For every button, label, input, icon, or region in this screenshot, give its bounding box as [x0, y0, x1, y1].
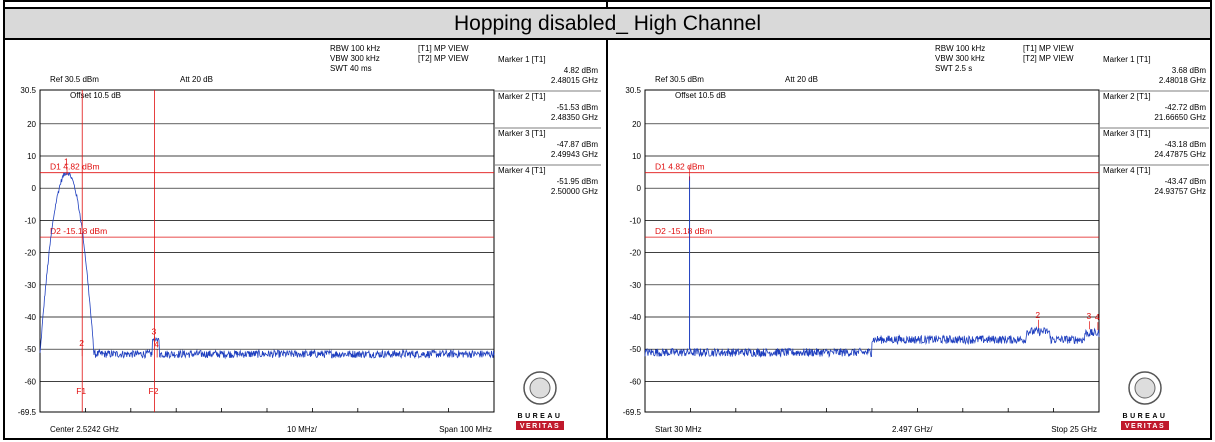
x-left-label: Center 2.5242 GHz	[50, 425, 119, 434]
rbw-label: RBW 100 kHz	[935, 44, 985, 53]
marker-readout-freq: 24.93757 GHz	[1154, 187, 1206, 196]
spectrum-trace	[644, 326, 1100, 359]
y-tick-label: -50	[24, 345, 36, 354]
marker-readout-level: -43.18 dBm	[1165, 140, 1207, 149]
f1-label: F1	[76, 386, 86, 396]
y-tick-label: 20	[27, 120, 36, 129]
plot-frame	[644, 89, 1100, 413]
marker-readout-freq: 2.48018 GHz	[1159, 76, 1206, 85]
y-tick-label: 0	[637, 184, 642, 193]
y-top-label: 30.5	[625, 86, 641, 95]
y-bottom-label: -69.5	[623, 408, 642, 417]
f2-label: F2	[149, 386, 159, 396]
marker-readout-level: 3.68 dBm	[1172, 66, 1207, 75]
d1-label: D1 4.82 dBm	[655, 162, 705, 172]
attenuation-label: Att 20 dB	[785, 75, 818, 84]
y-tick-label: -20	[24, 249, 36, 258]
t2-label: [T2] MP VIEW	[1023, 54, 1074, 63]
logo-text: BUREAU	[518, 413, 563, 420]
marker-readout-label: Marker 4 [T1]	[498, 166, 546, 175]
marker-readout-label: Marker 2 [T1]	[1103, 92, 1151, 101]
marker-readout-freq: 2.48015 GHz	[551, 76, 598, 85]
d1-label: D1 4.82 dBm	[50, 162, 100, 172]
marker-3-label: 3	[1087, 311, 1092, 321]
marker-readout-level: 4.82 dBm	[564, 66, 599, 75]
y-tick-label: 20	[632, 120, 641, 129]
offset-label: Offset 10.5 dB	[675, 91, 726, 100]
y-tick-label: -40	[24, 313, 36, 322]
y-tick-label: 10	[27, 152, 36, 161]
y-tick-label: -30	[24, 281, 36, 290]
marker-3-label: 3	[152, 326, 157, 336]
t1-label: [T1] MP VIEW	[1023, 44, 1074, 53]
y-tick-label: -20	[629, 249, 641, 258]
marker-readout-level: -51.95 dBm	[557, 177, 599, 186]
d2-label: D2 -15.18 dBm	[655, 226, 712, 236]
x-right-label: Span 100 MHz	[439, 425, 492, 434]
logo-band	[516, 421, 564, 430]
marker-readout-label: Marker 1 [T1]	[1103, 55, 1151, 64]
marker-2-label: 2	[79, 338, 84, 348]
panel-divider	[606, 40, 608, 440]
x-mid-label: 2.497 GHz/	[892, 425, 933, 434]
plot-frame	[39, 89, 495, 413]
ref-level-label: Ref 30.5 dBm	[50, 75, 99, 84]
t1-label: [T1] MP VIEW	[418, 44, 469, 53]
rbw-label: RBW 100 kHz	[330, 44, 380, 53]
y-tick-label: -50	[629, 345, 641, 354]
marker-readout-freq: 21.66650 GHz	[1154, 113, 1206, 122]
vbw-label: VBW 300 kHz	[330, 54, 380, 63]
y-bottom-label: -69.5	[18, 408, 37, 417]
spectrum-trace	[39, 171, 495, 360]
logo-text: BUREAU	[1123, 413, 1168, 420]
marker-4-label: 4	[1095, 312, 1100, 322]
ref-level-label: Ref 30.5 dBm	[655, 75, 704, 84]
marker-readout-level: -51.53 dBm	[557, 103, 599, 112]
marker-readout-freq: 2.50000 GHz	[551, 187, 598, 196]
logo-subtext: VERITAS	[1125, 423, 1165, 430]
logo-band	[1121, 421, 1169, 430]
swt-label: SWT 2.5 s	[935, 64, 972, 73]
vbw-label: VBW 300 kHz	[935, 54, 985, 63]
marker-readout-label: Marker 3 [T1]	[498, 129, 546, 138]
report-frame: Hopping disabled_ High Channel	[3, 0, 1212, 440]
offset-label: Offset 10.5 dB	[70, 91, 121, 100]
marker-readout-freq: 2.49943 GHz	[551, 150, 598, 159]
y-tick-label: -60	[24, 377, 36, 386]
y-tick-label: -30	[629, 281, 641, 290]
y-tick-label: -10	[24, 216, 36, 225]
marker-readout-label: Marker 1 [T1]	[498, 55, 546, 64]
marker-readout-label: Marker 3 [T1]	[1103, 129, 1151, 138]
marker-1-label: 1	[64, 157, 69, 167]
bureau-veritas-seal-inner-icon	[1134, 377, 1156, 399]
marker-4-label: 4	[154, 339, 159, 349]
page-title: Hopping disabled_ High Channel	[453, 11, 762, 35]
title-bar: Hopping disabled_ High Channel	[5, 9, 1210, 40]
marker-readout-freq: 24.47875 GHz	[1154, 150, 1206, 159]
marker-readout-level: -47.87 dBm	[557, 140, 599, 149]
x-right-label: Stop 25 GHz	[1051, 425, 1097, 434]
y-tick-label: 10	[632, 152, 641, 161]
top-strip	[5, 2, 1210, 9]
y-tick-label: -10	[629, 216, 641, 225]
y-tick-label: -40	[629, 313, 641, 322]
y-top-label: 30.5	[20, 86, 36, 95]
logo-subtext: VERITAS	[520, 423, 560, 430]
attenuation-label: Att 20 dB	[180, 75, 213, 84]
marker-2-label: 2	[1035, 310, 1040, 320]
marker-readout-label: Marker 4 [T1]	[1103, 166, 1151, 175]
x-mid-label: 10 MHz/	[287, 425, 318, 434]
swt-label: SWT 40 ms	[330, 64, 372, 73]
bureau-veritas-seal-inner-icon	[529, 377, 551, 399]
y-tick-label: -60	[629, 377, 641, 386]
t2-label: [T2] MP VIEW	[418, 54, 469, 63]
y-tick-label: 0	[32, 184, 37, 193]
marker-readout-label: Marker 2 [T1]	[498, 92, 546, 101]
d2-label: D2 -15.18 dBm	[50, 226, 107, 236]
x-left-label: Start 30 MHz	[655, 425, 702, 434]
marker-readout-level: -42.72 dBm	[1165, 103, 1207, 112]
marker-readout-level: -43.47 dBm	[1165, 177, 1207, 186]
marker-readout-freq: 2.48350 GHz	[551, 113, 598, 122]
